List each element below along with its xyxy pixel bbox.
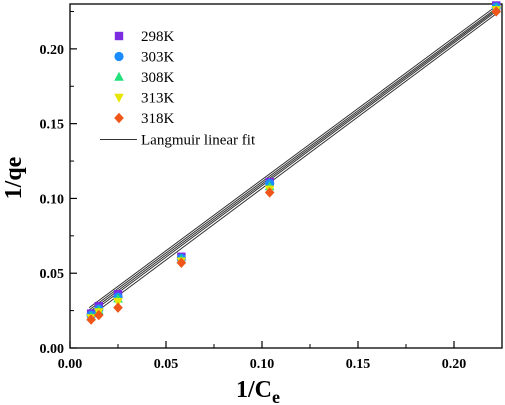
tick-labels: 0.00 0.05 0.10 0.15 0.20 0.00 0.05 0.10 0.15 0.20 — [40, 43, 467, 372]
axis-ticks — [69, 10, 455, 349]
legend-marker — [114, 31, 124, 41]
x-tick-label: 0.05 — [154, 357, 179, 372]
data-point — [113, 302, 123, 313]
y-tick-label: 0.15 — [40, 118, 65, 133]
legend-marker — [114, 93, 124, 103]
y-tick-label: 0.05 — [40, 267, 65, 282]
legend-label: 303K — [141, 50, 175, 66]
legend-label: 313K — [141, 91, 175, 107]
x-tick-label: 0.10 — [250, 357, 275, 372]
legend: 298K 303K 308K 313K 318K Langmuir linear fit — [100, 29, 256, 149]
fit-line — [88, 9, 499, 315]
data-point — [113, 297, 123, 307]
x-tick-label: 0.20 — [442, 357, 467, 372]
x-axis-title-subscript: e — [272, 387, 280, 405]
legend-label: 308K — [141, 70, 175, 86]
data-point — [264, 187, 275, 198]
fit-line — [88, 6, 499, 311]
legend-marker — [114, 51, 124, 62]
x-axis-title-main: 1/C — [236, 377, 272, 403]
legend-fit-label: Langmuir linear fit — [141, 133, 256, 149]
legend-label: 318K — [141, 111, 175, 127]
y-axis-title: 1/qe — [1, 156, 27, 199]
data-point — [94, 309, 104, 321]
data-point — [491, 6, 502, 17]
data-point — [176, 257, 187, 268]
plot-area — [69, 3, 503, 349]
x-tick-label: 0.00 — [58, 357, 83, 372]
plot-frame — [69, 3, 503, 349]
legend-label: 298K — [141, 29, 175, 45]
y-tick-label: 0.00 — [40, 342, 65, 357]
fit-line — [88, 8, 499, 313]
x-axis-title: 1/Ce — [236, 377, 280, 405]
fit-line — [88, 4, 499, 309]
data-point — [86, 314, 96, 325]
legend-marker — [114, 71, 124, 81]
y-tick-label: 0.20 — [40, 43, 65, 58]
legend-marker — [114, 112, 124, 124]
fit-line — [88, 11, 499, 318]
x-tick-label: 0.15 — [346, 357, 371, 372]
data-points — [86, 1, 502, 325]
fit-lines — [88, 4, 499, 318]
y-tick-label: 0.10 — [40, 192, 65, 207]
